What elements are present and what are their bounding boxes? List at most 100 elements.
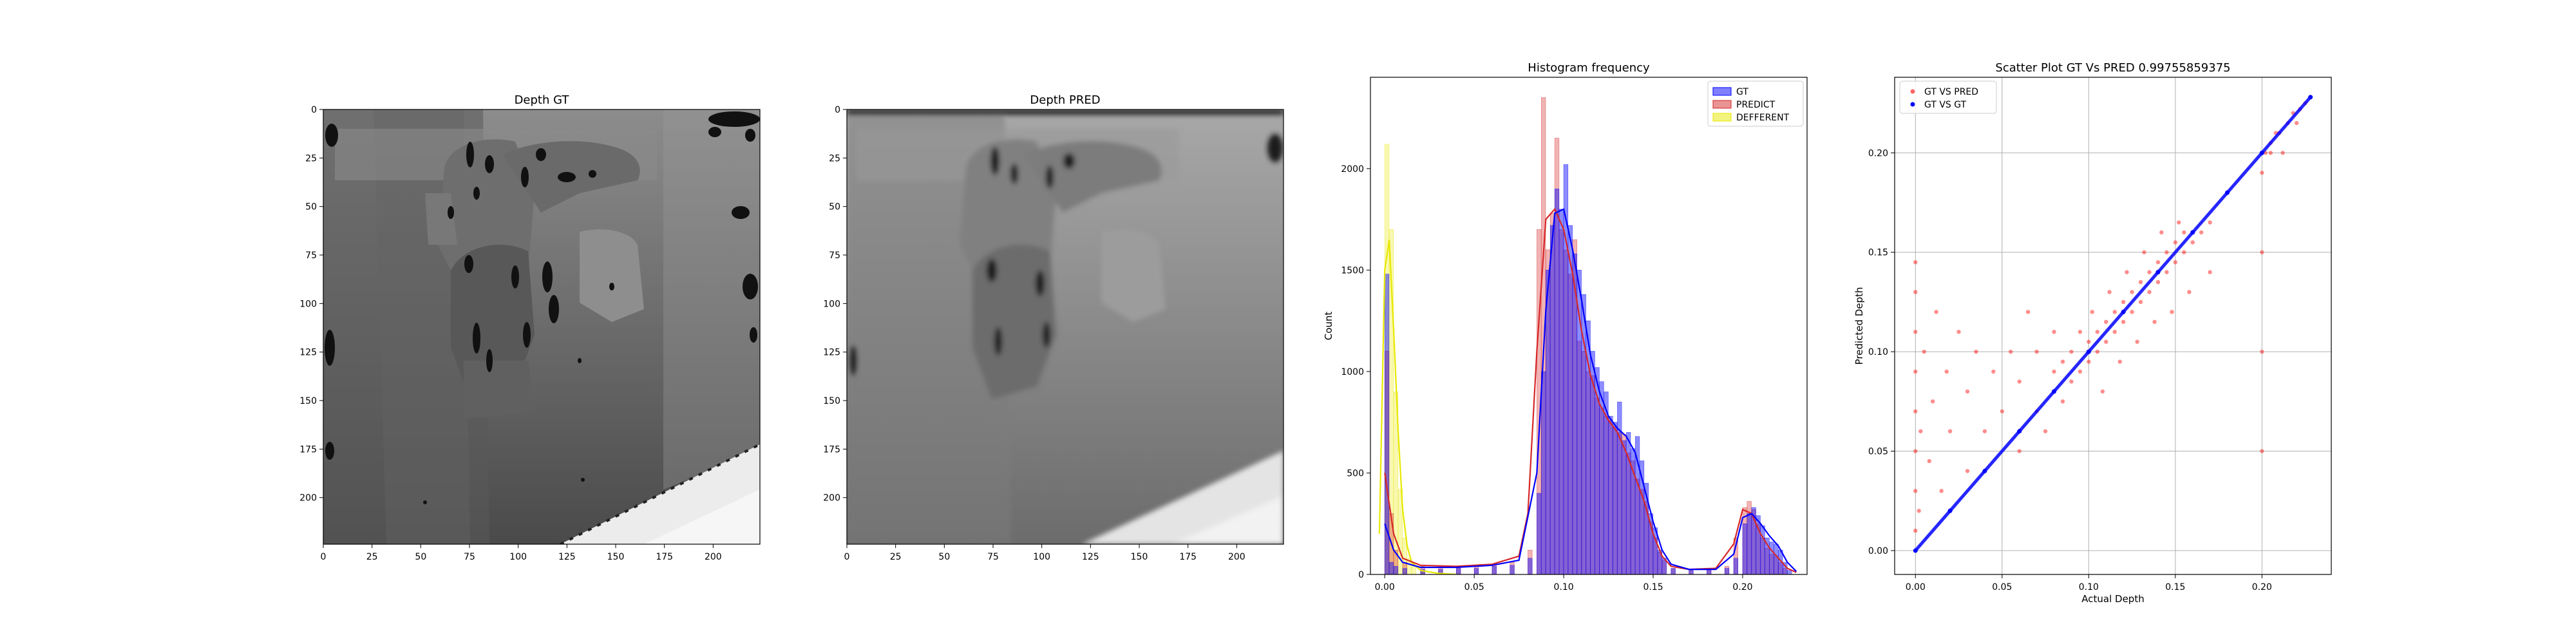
depth-pred-ticks: 0 25 50 75 100 125 150 175 200 0 25 50 75 100 125 150 17… [823,105,1245,562]
scatter-point-gt-vs-pred [1965,389,1970,394]
scatter-point-gt-vs-pred [2009,349,2013,354]
histogram-bar-gt [1608,415,1613,574]
histogram-bar-gt [1613,422,1618,574]
scatter-point-gt-vs-pred [2121,299,2126,305]
scatter-xlabel: Actual Depth [2081,593,2144,605]
histogram-bar-gt [1760,526,1765,574]
histogram-bar-gt [1402,568,1407,574]
scatter-point-gt-vs-pred [2147,270,2152,274]
scatter-point-gt-vs-pred [2130,290,2134,294]
scatter-point-gt-vs-pred [2170,310,2174,314]
scatter-point-gt-vs-pred [2199,230,2204,235]
scatter-point-gt-vs-pred [1965,469,1970,473]
scatter-point-gt-vs-pred [1917,508,1921,513]
legend-label: DEFFERENT [1736,113,1790,123]
scatter-point-gt-vs-pred [2177,220,2181,225]
scatter-point-gt-vs-pred [2280,151,2285,155]
histogram-bar-gt [1707,570,1712,574]
y-tick-label: 200 [299,493,317,504]
y-tick-label: 75 [829,251,840,261]
histogram-ylabel: Count [1323,312,1334,341]
histogram-bar-gt [1724,568,1730,574]
scatter-point-gt-vs-pred [2112,330,2117,334]
scatter-point-gt-vs-pred [2112,310,2117,314]
scatter-point-gt-vs-pred [2078,330,2083,334]
y-tick-label: 125 [299,348,317,358]
scatter-point-gt-vs-pred [2017,379,2022,384]
histogram-plot-area [1378,97,1797,574]
y-tick-label: 0.00 [1868,546,1888,556]
histogram-bar-gt [1554,189,1560,574]
scatter-point-gt-vs-pred [2260,349,2264,354]
histogram-panel: Histogram frequency 0.00 0.05 0.10 0.15 0.20… [1323,61,1808,592]
histogram-bar-gt [1622,440,1627,574]
scatter-point-gt-vs-gt [1913,548,1918,553]
scatter-point-gt-vs-pred [2095,330,2099,334]
x-tick-label: 0.00 [1906,582,1926,592]
histogram-bar-gt [1787,570,1792,574]
scatter-point-gt-vs-pred [2138,299,2143,305]
histogram-bar-gt [1492,566,1497,574]
scatter-legend: GT VS PRED GT VS GT [1899,80,1997,114]
x-tick-label: 175 [656,552,673,562]
x-tick-label: 175 [1179,552,1197,562]
legend-frame [1707,80,1804,127]
scatter-point-gt-vs-pred [2294,120,2299,126]
scatter-point-gt-vs-pred [2034,349,2039,354]
scatter-point-gt-vs-pred [2159,230,2164,235]
scatter-point-gt-vs-pred [1927,459,1932,464]
scatter-ylabel: Predicted Depth [1853,287,1865,365]
scatter-point-gt-vs-pred [2164,250,2169,254]
histogram-bar-gt [1769,542,1774,574]
scatter-point-gt-vs-pred [2069,349,2074,354]
y-tick-label: 1500 [1341,265,1364,276]
y-tick-label: 25 [829,153,840,164]
scatter-point-gt-vs-pred [2208,270,2212,274]
scatter-point-gt-vs-pred [2017,449,2022,453]
scatter-point-gt-vs-pred [2104,339,2108,344]
kde-line-predict [1384,207,1797,573]
legend-label: GT VS GT [1924,100,1967,110]
histogram-bar-gt [1473,568,1479,574]
scatter-point-gt-vs-pred [1913,369,1918,374]
scatter-point-gt-vs-pred [2155,279,2161,285]
y-tick-label: 150 [823,396,840,406]
scatter-point-gt-vs-pred [2142,250,2146,254]
scatter-point-gt-vs-pred [2000,409,2005,413]
scatter-point-gt-vs-gt [1947,508,1953,513]
y-tick-label: 0.15 [1868,248,1888,258]
y-tick-label: 175 [823,444,840,455]
scatter-point-gt-vs-pred [2260,171,2264,175]
histogram-bar-gt [1549,225,1555,574]
scatter-grid [1895,77,2331,574]
scatter-panel: Scatter Plot GT Vs PRED 0.99755859375 0.… [1853,61,2332,605]
y-tick-label: 75 [305,251,317,261]
kde-line-gt [1384,208,1797,573]
y-tick-label: 500 [1347,468,1364,478]
scatter-point-gt-vs-pred [2135,339,2139,344]
x-tick-label: 0.10 [2079,582,2099,592]
x-tick-label: 125 [558,552,576,562]
scatter-point-gt-vs-pred [2121,319,2126,325]
scatter-point-gt-vs-pred [2173,260,2178,265]
scatter-point-gt-vs-pred [1913,330,1918,334]
histogram-bar-gt [1689,570,1694,574]
scatter-point-gt-vs-pred [1982,429,1987,433]
histogram-bar-gt [1733,558,1739,574]
x-tick-label: 0 [321,552,327,562]
histogram-bar-gt [1590,351,1595,574]
scatter-point-gt-vs-pred [1918,429,1923,433]
legend-label: PREDICT [1736,100,1776,110]
scatter-point-gt-vs-pred [1913,290,1918,294]
y-tick-label: 50 [829,202,840,213]
y-tick-label: 0.10 [1868,347,1888,357]
depth-pred-image [847,109,1283,544]
scatter-point-gt-vs-pred [2060,359,2065,364]
y-tick-label: 25 [305,153,317,164]
scatter-point-gt-vs-gt [2259,150,2264,155]
histogram-bar-gt [1671,568,1676,574]
depth-pred-title: Depth PRED [1030,93,1100,107]
scatter-point-gt-vs-gt [1982,468,1987,473]
legend-frame [1899,80,1997,114]
y-tick-label: 1000 [1341,367,1364,377]
